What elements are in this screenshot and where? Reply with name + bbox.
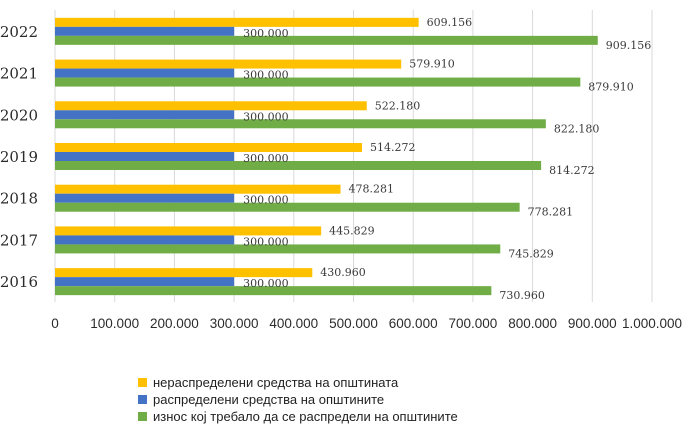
- data-label: 300.000: [243, 152, 289, 165]
- x-tick-label: 500.000: [329, 316, 378, 331]
- y-category-label: 2016: [0, 273, 38, 291]
- legend-swatch: [138, 378, 147, 387]
- data-label: 609.156: [427, 16, 473, 29]
- bar: [55, 119, 546, 129]
- data-label: 300.000: [243, 194, 289, 207]
- x-tick-label: 700.000: [448, 316, 497, 331]
- bar: [55, 202, 520, 212]
- legend-item-allocated: распределени средства на општините: [138, 391, 458, 408]
- bar: [55, 143, 363, 152]
- x-tick-label: 800.000: [508, 316, 557, 331]
- bar: [55, 226, 322, 236]
- data-label: 514.272: [370, 141, 416, 154]
- data-label: 579.910: [409, 58, 455, 71]
- legend-swatch: [138, 412, 147, 421]
- legend-label: распределени средства на општините: [153, 392, 385, 407]
- y-category-label: 2018: [0, 190, 38, 208]
- bar: [55, 26, 235, 36]
- data-label: 300.000: [243, 27, 289, 40]
- bar: [55, 35, 598, 45]
- bar: [55, 101, 367, 111]
- legend-item-unallocated: нераспределени средства на општината: [138, 374, 458, 391]
- gridlines: [54, 10, 653, 302]
- x-axis-labels: 0 100.000 200.000 300.000 400.000 500.000 600.…: [51, 316, 682, 331]
- data-label: 909.156: [606, 39, 652, 52]
- legend: нераспределени средства на општината рас…: [138, 374, 458, 425]
- bar: [55, 110, 235, 120]
- data-label: 814.272: [549, 164, 595, 177]
- data-label: 879.910: [588, 81, 634, 94]
- bar: [55, 277, 235, 287]
- bar: [55, 59, 402, 69]
- bar: [55, 286, 492, 296]
- data-label: 822.180: [554, 122, 600, 135]
- bar: [55, 152, 235, 161]
- legend-swatch: [138, 395, 147, 404]
- data-label: 300.000: [243, 277, 289, 290]
- x-tick-label: 300.000: [210, 316, 259, 331]
- x-tick-label: 100.000: [90, 316, 139, 331]
- bar: [55, 77, 581, 87]
- x-tick-label: 0: [51, 316, 59, 331]
- bar: [55, 235, 235, 245]
- bar: [55, 184, 341, 194]
- x-tick-label: 200.000: [150, 316, 199, 331]
- data-label: 778.281: [528, 206, 574, 219]
- legend-label: износ кој требало да се распредели на оп…: [153, 409, 458, 424]
- data-label: 522.180: [375, 99, 421, 112]
- x-tick-label: 900.000: [568, 316, 617, 331]
- bars: [55, 17, 598, 296]
- data-label: 300.000: [243, 235, 289, 248]
- x-tick-label: 400.000: [269, 316, 318, 331]
- y-category-label: 2021: [0, 65, 38, 83]
- bar: [55, 17, 419, 27]
- data-label: 430.960: [320, 266, 366, 279]
- data-labels: 609.156 300.000 909.156 579.910 300.000 879.9…: [243, 16, 651, 302]
- data-label: 300.000: [243, 110, 289, 123]
- y-axis-labels: 2022 2021 2020 2019 2018 2017 2016: [0, 23, 38, 291]
- data-label: 745.829: [508, 247, 553, 260]
- bar: [55, 244, 501, 254]
- bar: [55, 268, 313, 278]
- y-category-label: 2019: [0, 148, 38, 166]
- bar: [55, 161, 542, 170]
- y-category-label: 2020: [0, 106, 38, 124]
- x-tick-label: 1.000.000: [622, 316, 682, 331]
- data-label: 730.960: [499, 289, 545, 302]
- data-label: 445.829: [329, 224, 375, 237]
- legend-label: нераспределени средства на општината: [153, 375, 399, 390]
- y-category-label: 2022: [0, 23, 38, 41]
- x-tick-label: 600.000: [389, 316, 438, 331]
- data-label: 478.281: [349, 183, 395, 196]
- data-label: 300.000: [243, 69, 289, 82]
- y-category-label: 2017: [0, 231, 38, 249]
- legend-item-required: износ кој требало да се распредели на оп…: [138, 408, 458, 425]
- bar: [55, 193, 235, 203]
- bar: [55, 68, 235, 78]
